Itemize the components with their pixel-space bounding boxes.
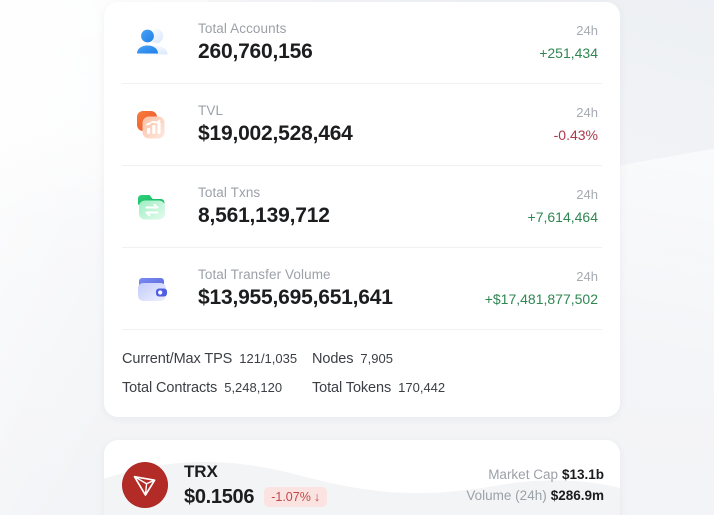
mini-stats-row: Total Contracts 5,248,120 Total Tokens 1… [122,373,602,402]
stat-label: Total Transfer Volume [198,266,331,282]
stat-delta-block: 24h -0.43% [554,104,602,146]
mini-stat-value: 170,442 [398,379,446,395]
mini-stat-key: Total Tokens [312,379,392,396]
stat-period: 24h [576,186,598,202]
trx-metric-value: $286.9m [550,488,604,503]
trx-metric-volume-24h: Volume (24h) $286.9m [466,485,604,506]
stat-text-block: Total Accounts 260,760,156 [180,20,539,66]
trx-symbol: TRX [184,462,218,481]
trx-metric-key: Market Cap [488,467,558,482]
trx-price-line: $0.1506 -1.07% ↓ [184,484,466,510]
stat-value: $13,955,695,651,641 [198,285,393,309]
stat-value: 260,760,156 [198,39,313,63]
mini-stat-key: Total Contracts [122,379,218,396]
stat-row-list: Total Accounts 260,760,156 24h +251,434 [104,2,620,330]
stat-label: Total Accounts [198,20,287,36]
tvl-chart-icon [124,101,180,149]
stat-text-block: Total Transfer Volume $13,955,695,651,64… [180,266,485,312]
trx-price: $0.1506 [184,486,255,508]
blockchain-stats-card: Total Accounts 260,760,156 24h +251,434 [104,2,620,417]
trx-card-content: TRX $0.1506 -1.07% ↓ Market Cap $13.1b Vol… [104,440,620,515]
trx-metric-key: Volume (24h) [466,488,547,503]
stat-delta: -0.43% [553,126,598,143]
stat-delta-block: 24h +251,434 [539,22,602,64]
stat-label: Total Txns [198,184,261,200]
stat-value: $19,002,528,464 [198,121,353,145]
stat-row[interactable]: Total Accounts 260,760,156 24h +251,434 [122,2,602,84]
mini-stats-row: Current/Max TPS 121/1,035 Nodes 7,905 [122,344,602,373]
mini-stat-value: 7,905 [360,350,393,366]
arrow-down-icon: ↓ [313,490,321,504]
stat-delta-block: 24h +$17,481,877,502 [485,268,602,310]
stat-row[interactable]: TVL $19,002,528,464 24h -0.43% [122,84,602,166]
mini-stat-value: 121/1,035 [239,350,298,366]
trx-change-badge: -1.07% ↓ [264,487,328,507]
stat-period: 24h [576,22,598,38]
mini-stat-nodes[interactable]: Nodes 7,905 [312,351,393,367]
tron-logo-icon [122,462,168,508]
stat-text-block: Total Txns 8,561,139,712 [180,184,528,230]
trx-metric-market-cap: Market Cap $13.1b [466,464,604,485]
trx-metrics-block: Market Cap $13.1b Volume (24h) $286.9m [466,464,604,506]
mini-stat-current-max-tps[interactable]: Current/Max TPS 121/1,035 [122,351,312,367]
trx-info-block: TRX $0.1506 -1.07% ↓ [184,460,466,510]
mini-stat-total-contracts[interactable]: Total Contracts 5,248,120 [122,380,312,396]
two-users-icon [124,19,180,67]
trx-price-card[interactable]: TRX $0.1506 -1.07% ↓ Market Cap $13.1b Vol… [104,440,620,515]
mini-stat-key: Nodes [312,350,354,367]
trx-metric-value: $13.1b [561,467,604,482]
mini-stat-key: Current/Max TPS [122,350,233,367]
stat-period: 24h [576,104,598,120]
stat-period: 24h [576,268,598,284]
stat-delta: +7,614,464 [527,208,598,225]
stat-value: 8,561,139,712 [198,203,330,227]
stat-row[interactable]: Total Transfer Volume $13,955,695,651,64… [122,248,602,330]
mini-stats-grid: Current/Max TPS 121/1,035 Nodes 7,905 To… [104,330,620,402]
mini-stat-value: 5,248,120 [224,379,283,395]
stat-delta-block: 24h +7,614,464 [528,186,602,228]
stat-row[interactable]: Total Txns 8,561,139,712 24h +7,614,464 [122,166,602,248]
stat-delta: +$17,481,877,502 [484,290,598,307]
trx-change-value: -1.07% [271,490,311,504]
wallet-icon [124,265,180,313]
mini-stat-total-tokens[interactable]: Total Tokens 170,442 [312,380,445,396]
stat-label: TVL [198,102,224,118]
stat-delta: +251,434 [539,44,598,61]
transactions-swap-icon [124,183,180,231]
stat-text-block: TVL $19,002,528,464 [180,102,554,148]
